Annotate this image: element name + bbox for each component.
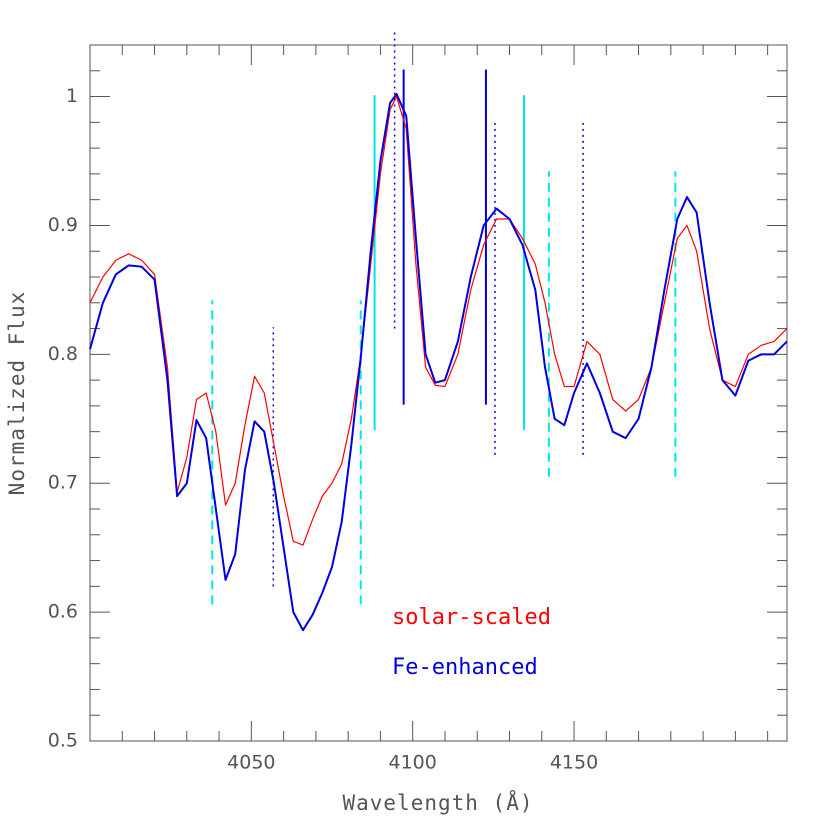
legend-label: Fe-enhanced	[392, 655, 538, 680]
x-tick-label: 4050	[227, 752, 275, 774]
y-tick-label: 0.8	[48, 343, 78, 365]
series-line	[89, 95, 788, 546]
y-tick-label: 0.6	[48, 601, 78, 623]
plot-frame	[89, 44, 788, 742]
y-tick-label: 1	[66, 85, 78, 107]
y-tick-label: 0.9	[48, 214, 78, 236]
y-axis-label: Normalized Flux	[5, 291, 29, 496]
y-tick-label: 0.7	[48, 472, 78, 494]
y-tick-label: 0.5	[48, 730, 78, 752]
x-tick-label: 4100	[389, 752, 437, 774]
series-line	[89, 92, 788, 632]
x-tick-label: 4150	[550, 752, 598, 774]
x-axis-label: Wavelength (Å)	[342, 789, 533, 815]
legend-label: solar-scaled	[392, 605, 551, 630]
